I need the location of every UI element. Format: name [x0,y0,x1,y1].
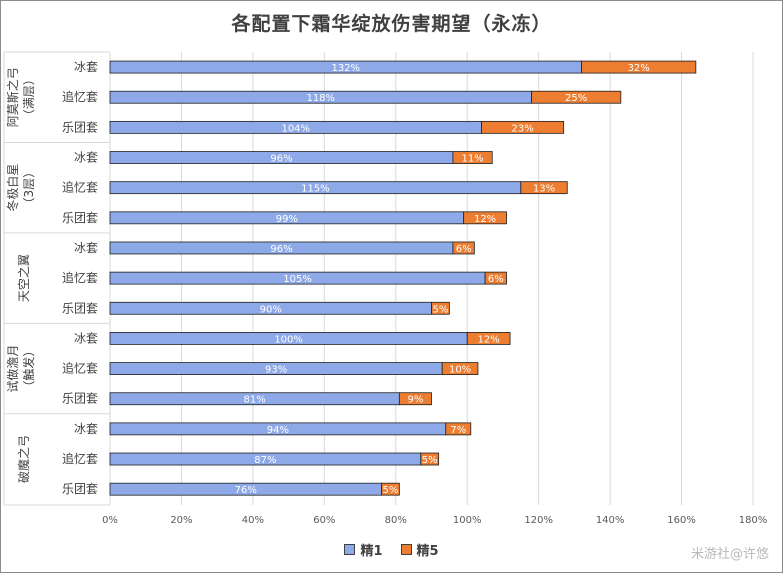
legend-label-series-2: 精5 [416,544,439,559]
data-label-series-2: 5% [432,304,448,315]
category-label: 冰套 [74,151,98,165]
group-label: 阿莫斯之弓 （满层） [6,67,36,127]
legend-swatch-series-2 [400,544,412,555]
data-label-series-2: 9% [407,395,423,406]
bar-series-2 [520,181,568,195]
data-label-series-1: 99% [276,214,298,225]
legend-item-series-2: 精5 [400,540,439,559]
group-label-line: 破魔之弓 [16,435,31,483]
data-label-series-1: 81% [244,395,266,406]
x-tick-label: 60% [313,515,335,526]
category-label: 乐团套 [62,392,98,406]
group-label-line: 冬极白星 [5,164,20,212]
data-label-series-1: 96% [270,154,292,165]
bar-series-2 [484,271,507,285]
group-label-line: （触发） [21,345,36,393]
category-label: 追忆套 [62,270,98,285]
data-label-series-2: 5% [382,485,398,496]
data-label-series-2: 32% [628,63,650,74]
bar-series-2 [463,211,507,225]
category-label: 冰套 [74,60,98,74]
legend-label-series-1: 精1 [360,544,383,559]
data-label-series-1: 93% [265,365,287,376]
group-label: 试做澹月 （触发） [5,345,36,393]
bar-series-2 [466,332,511,345]
data-label-series-2: 23% [511,123,533,134]
x-tick-label: 180% [739,515,768,526]
category-label: 冰套 [74,241,98,255]
data-label-series-1: 104% [281,123,310,134]
bar-series-2 [452,151,493,164]
data-label-series-1: 115% [301,184,330,195]
group-label-line: 试做澹月 [5,345,20,393]
group-label-line: （满层） [22,73,36,121]
data-label-series-2: 10% [449,365,471,376]
data-label-series-1: 76% [235,485,257,496]
bar-series-2 [581,60,697,74]
category-label: 追忆套 [62,361,98,376]
data-label-series-1: 105% [283,274,312,285]
category-label: 追忆套 [62,180,98,195]
data-label-series-2: 25% [565,93,587,104]
bar-series-2 [431,301,450,315]
data-label-series-2: 11% [461,154,483,165]
category-label: 冰套 [74,422,98,436]
x-tick-label: 120% [524,515,553,526]
data-label-series-2: 7% [450,425,466,436]
data-label-series-2: 12% [474,214,496,225]
data-label-series-1: 118% [306,93,335,104]
category-label: 乐团套 [62,211,98,225]
x-tick-label: 0% [102,515,118,526]
bar-series-2 [381,482,400,496]
data-label-series-1: 100% [274,334,303,345]
data-label-series-2: 6% [456,244,472,255]
x-tick-label: 140% [596,515,625,526]
bar-series-2 [441,362,479,375]
x-tick-label: 40% [242,515,264,526]
legend-swatch-series-1 [344,544,356,555]
x-tick-label: 20% [170,515,192,526]
bar-series-2 [445,422,472,436]
data-label-series-1: 96% [270,244,292,255]
category-label: 冰套 [74,331,98,345]
data-label-series-1: 87% [254,455,276,466]
data-label-series-1: 90% [260,304,282,315]
bar-series-2 [420,452,440,466]
chart-title: 各配置下霜华绽放伤害期望（永冻） [231,13,552,35]
data-label-series-1: 94% [267,425,289,436]
bar-series-2 [481,120,565,134]
category-label: 乐团套 [62,301,98,315]
group-label: 冬极白星 （3层） [5,164,36,212]
bar-series-2 [531,90,622,104]
data-label-series-2: 5% [422,455,438,466]
group-label-line: （3层） [22,166,36,210]
data-label-series-1: 132% [331,63,360,74]
data-label-series-2: 12% [478,334,500,345]
category-label: 追忆套 [62,451,98,466]
x-tick-label: 160% [667,515,696,526]
group-label: 破魔之弓 [16,435,31,483]
chart-legend: 精1 精5 [0,540,783,559]
group-label-line: 天空之翼 [17,254,31,302]
category-label: 乐团套 [62,482,98,496]
data-label-series-2: 13% [533,184,555,195]
category-label: 乐团套 [62,120,98,134]
legend-item-series-1: 精1 [344,540,383,559]
bar-series-2 [398,392,432,406]
x-tick-label: 80% [385,515,407,526]
watermark: 米游社@许悠 [690,547,769,562]
category-label: 追忆套 [62,89,98,104]
data-label-series-2: 6% [488,274,504,285]
x-tick-label: 100% [453,515,482,526]
bar-series-2 [452,241,475,255]
group-label: 天空之翼 [17,254,31,302]
group-label-line: 阿莫斯之弓 [6,67,20,127]
